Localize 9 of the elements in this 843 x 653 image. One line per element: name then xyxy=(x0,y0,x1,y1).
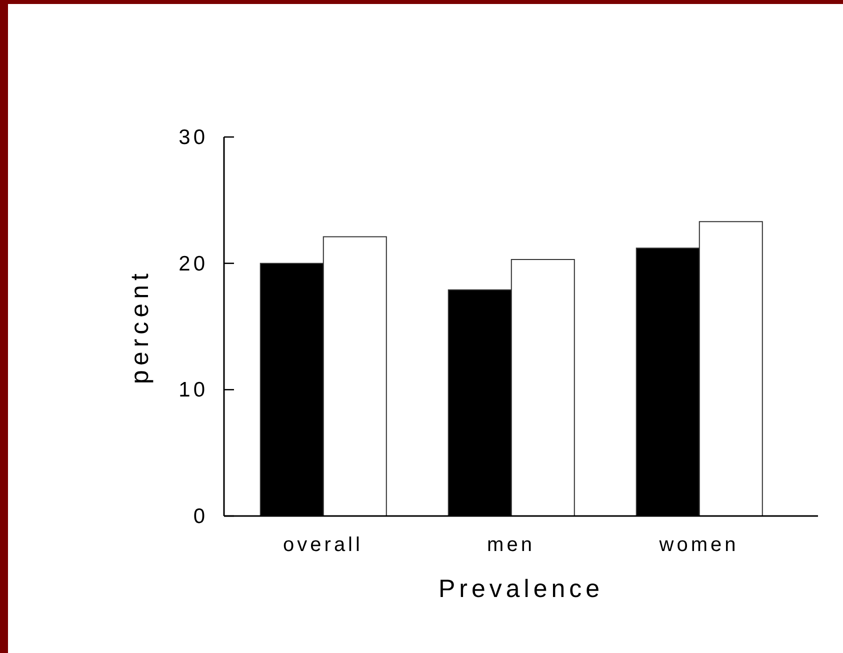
x-axis-title: Prevalence xyxy=(438,575,604,603)
x-tick-label: women xyxy=(658,534,739,556)
y-tick-label: 30 xyxy=(178,126,208,148)
x-tick-label: men xyxy=(487,534,535,556)
y-tick-label: 20 xyxy=(178,252,208,275)
y-tick-label: 0 xyxy=(193,504,208,528)
y-axis-title: percent xyxy=(126,269,154,384)
y-tick-label: 10 xyxy=(178,378,208,402)
x-tick-label: overall xyxy=(283,534,363,556)
